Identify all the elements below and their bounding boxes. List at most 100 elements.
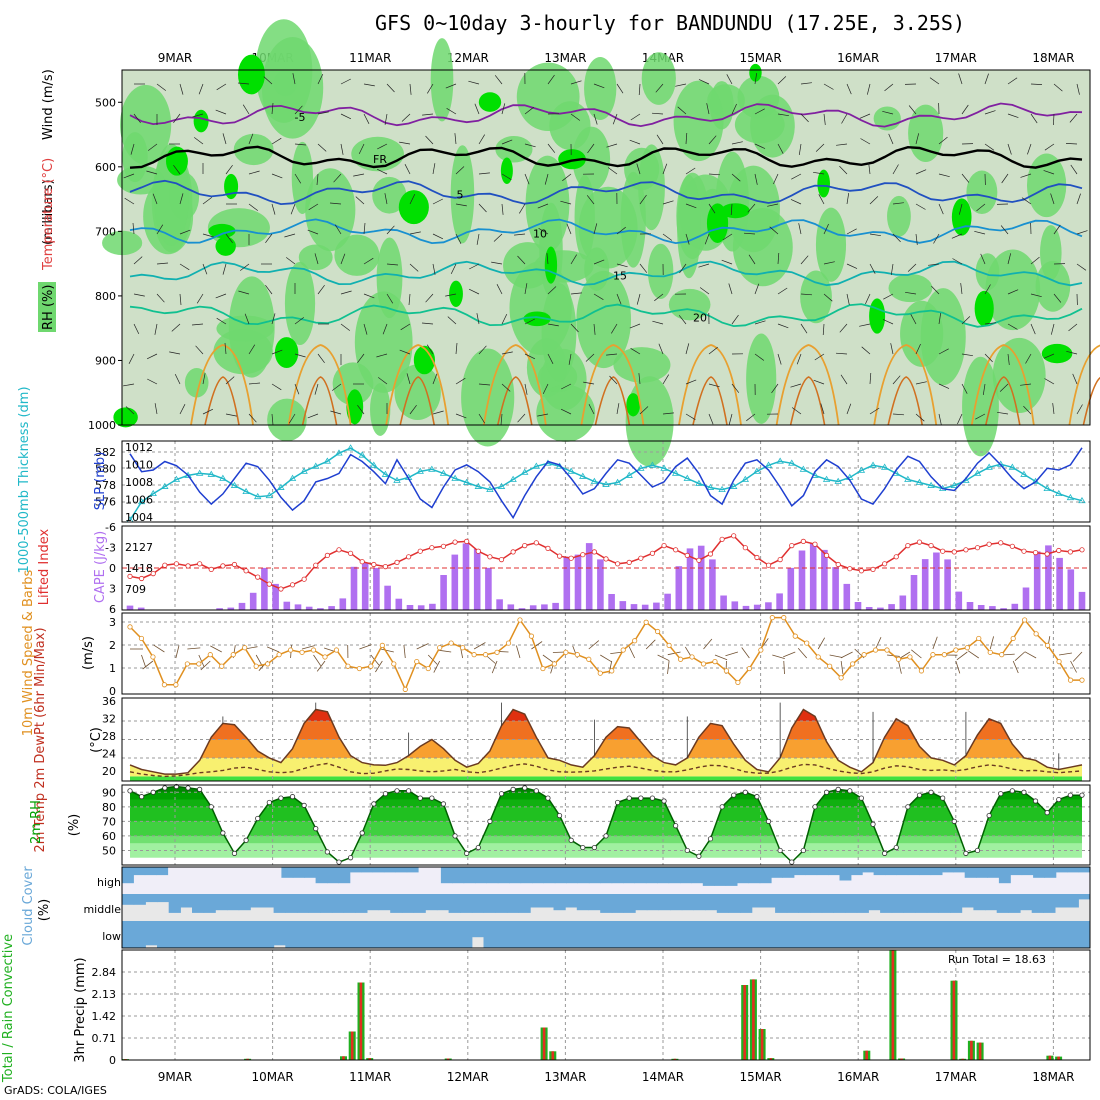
wind-speed-marker: [310, 647, 317, 653]
wind-speed-marker: [242, 645, 248, 651]
cloud-high-bar: [395, 867, 408, 873]
wind-speed-marker: [414, 658, 420, 665]
wind-barb: [248, 344, 256, 355]
cloud-level-label: middle: [83, 903, 121, 916]
wind-barb: [777, 143, 784, 154]
lifted-index-marker: [266, 581, 272, 587]
cape-bar: [137, 607, 145, 610]
cloud-high-bar: [315, 867, 328, 884]
wind-barb: [883, 293, 894, 300]
cloud-low-bar: [600, 921, 613, 948]
thickness-marker: [788, 459, 796, 466]
rh-marker: [707, 836, 714, 842]
wind-speed-marker: [609, 668, 615, 674]
bottom-date-label: 10MAR: [252, 1070, 294, 1084]
rh-moist-area: [461, 348, 515, 447]
wind-barb: [652, 320, 664, 325]
cloud-middle-bar: [588, 894, 601, 911]
rh-marker: [417, 795, 423, 801]
cloud-high-bar: [1033, 867, 1045, 878]
cloud-low-bar: [285, 921, 298, 948]
rh-moist-area: [734, 105, 785, 144]
wind-barb: [516, 645, 521, 659]
wind-barb: [195, 345, 204, 355]
cloud-middle-bar: [1031, 894, 1044, 913]
lifted-index-marker: [336, 547, 342, 553]
wind-speed-marker: [551, 661, 557, 667]
cloud-middle-bar: [460, 894, 473, 913]
bottom-date-label: 17MAR: [935, 1070, 977, 1084]
thickness-marker: [242, 487, 250, 495]
wind-speed-marker: [494, 649, 500, 655]
wind-barb: [265, 233, 273, 244]
cloud-high-bar: [668, 867, 681, 884]
wind-barb: [938, 136, 948, 145]
cape-bar: [1033, 551, 1041, 610]
wind-barb: [478, 172, 490, 175]
wind-barb: [200, 660, 211, 671]
precip-convective-bar: [865, 1050, 868, 1060]
wind-barb: [1050, 323, 1055, 335]
cloud-high-bar: [1067, 867, 1080, 873]
wind-barb: [271, 102, 274, 115]
wind-speed-marker: [322, 654, 328, 660]
wind-barb: [357, 353, 365, 364]
cape-bar: [496, 599, 503, 610]
wind-barb: [814, 353, 825, 361]
rh-marker: [568, 837, 574, 843]
wind-barb: [432, 263, 436, 275]
cloud-high-bar: [942, 867, 954, 873]
wind-barb: [708, 346, 718, 355]
wind-barb: [629, 323, 641, 329]
wind-speed-marker: [138, 635, 145, 642]
wind-barb: [630, 348, 641, 355]
lifted-index-marker: [1067, 549, 1073, 555]
rh-marker: [742, 789, 748, 795]
wind-speed-marker: [792, 633, 798, 639]
rh-marker: [336, 859, 342, 865]
wind-barb: [790, 199, 802, 205]
wind-barb: [685, 413, 696, 420]
wind-barb: [447, 316, 457, 325]
warm-contour: [775, 344, 840, 426]
cloud-low-bar: [448, 921, 461, 948]
cloud-high-bar: [486, 867, 499, 884]
wind-barb: [1001, 173, 1009, 184]
rh-marker: [1032, 798, 1039, 804]
wind-barb: [154, 323, 158, 335]
wind-barb: [377, 377, 388, 385]
lifted-index-marker: [870, 566, 876, 573]
cape-axis-label: CAPE (J/kg): [93, 531, 108, 603]
wind-barb: [446, 108, 457, 115]
pressure-tick: 800: [95, 290, 116, 303]
rh-marker: [847, 788, 853, 794]
wind-barb: [248, 382, 261, 385]
rh-moist-area: [255, 19, 313, 123]
lifted-index-marker: [986, 541, 992, 547]
cloud-high-bar: [919, 867, 932, 876]
thickness-marker: [428, 465, 436, 472]
rh-marker: [243, 837, 249, 843]
wind-barb: [316, 660, 326, 672]
lifted-index-marker: [893, 554, 899, 560]
wind-barb: [271, 383, 282, 391]
cloud-low-bar: [961, 921, 974, 948]
bottom-date-label: 16MAR: [837, 1070, 879, 1084]
cloud-low-bar: [880, 921, 893, 948]
wind-barb: [406, 373, 411, 385]
cloud-low-bar: [320, 921, 333, 948]
wind-barb: [130, 143, 135, 155]
cloud-low-bar: [168, 921, 181, 948]
wind-barb: [333, 173, 342, 183]
cape-bar: [541, 604, 548, 610]
wind-barb: [133, 256, 143, 265]
rh-moist-area: [372, 176, 407, 214]
wind-barb: [588, 404, 595, 415]
wind-barb: [638, 83, 641, 96]
precip-convective-bar: [952, 980, 956, 1060]
rh-marker: [127, 788, 133, 794]
wind-barb: [839, 165, 848, 175]
wind-barb: [1070, 164, 1078, 175]
wind-barb: [869, 407, 880, 415]
cape-tick: 1418: [125, 562, 153, 575]
